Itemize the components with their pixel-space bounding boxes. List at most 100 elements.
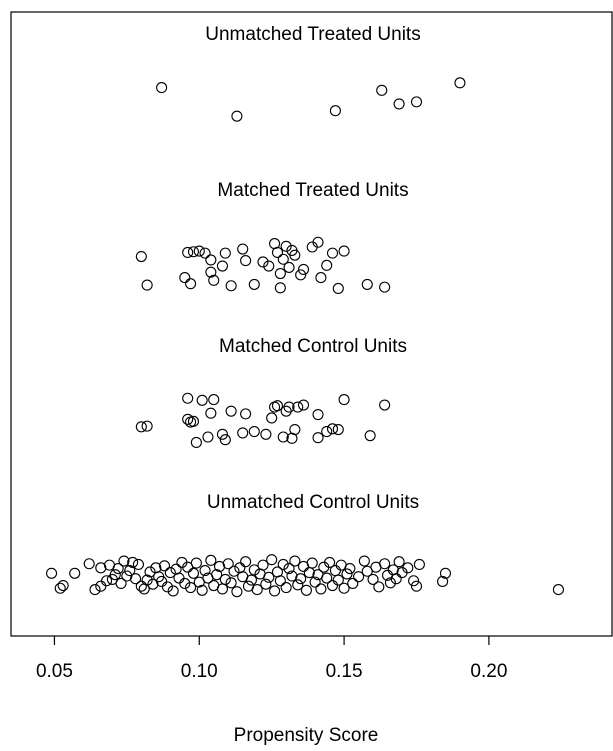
data-point <box>199 565 211 577</box>
data-point <box>135 421 147 433</box>
data-point <box>297 399 310 411</box>
data-point <box>193 245 205 257</box>
data-point <box>205 554 217 566</box>
data-point <box>222 558 234 570</box>
data-point <box>240 556 252 568</box>
data-point <box>187 415 200 427</box>
data-point <box>326 423 339 435</box>
data-point <box>271 400 284 412</box>
data-point <box>338 582 350 594</box>
data-point <box>413 558 425 570</box>
data-point <box>367 573 379 585</box>
data-point <box>274 282 286 294</box>
data-point <box>393 98 405 110</box>
data-point <box>306 557 318 569</box>
data-point <box>141 420 153 432</box>
data-point <box>277 253 289 265</box>
data-point <box>454 77 466 89</box>
data-point <box>57 579 69 592</box>
data-point <box>127 556 139 568</box>
data-point <box>190 557 202 569</box>
data-point <box>379 558 391 570</box>
data-point <box>289 249 301 261</box>
data-point <box>271 246 284 258</box>
data-point <box>141 279 153 291</box>
data-point <box>187 567 200 579</box>
group-title: Unmatched Control Units <box>207 492 419 513</box>
data-point <box>179 577 191 590</box>
data-point <box>69 567 81 579</box>
data-point <box>292 401 304 413</box>
data-point <box>329 105 341 117</box>
data-point <box>266 412 278 424</box>
data-point <box>129 573 142 585</box>
data-point <box>132 558 144 570</box>
data-point <box>393 556 405 568</box>
data-point <box>358 555 370 567</box>
data-point <box>295 269 307 281</box>
data-point <box>89 584 101 596</box>
data-point <box>248 426 260 438</box>
data-point <box>277 558 289 570</box>
data-point <box>156 82 168 94</box>
data-point <box>179 272 191 284</box>
data-point <box>240 255 252 267</box>
group-1: Matched Treated Units <box>135 180 409 295</box>
data-point <box>274 267 286 280</box>
data-point <box>326 579 339 592</box>
data-point <box>231 110 243 122</box>
data-point <box>205 254 217 266</box>
data-point <box>347 577 359 590</box>
data-point <box>439 567 452 579</box>
data-point <box>552 584 564 596</box>
data-point <box>173 572 185 584</box>
data-point <box>283 401 295 413</box>
data-point <box>185 278 197 290</box>
data-point <box>260 428 272 440</box>
group-2: Matched Control Units <box>135 336 407 448</box>
data-point <box>260 578 272 590</box>
data-point <box>321 572 333 584</box>
data-point <box>300 584 312 596</box>
data-point <box>225 405 237 417</box>
data-point <box>332 574 344 586</box>
data-point <box>202 431 214 443</box>
data-point <box>297 263 310 275</box>
data-point <box>390 573 402 585</box>
data-point <box>231 586 243 598</box>
data-point <box>248 564 260 576</box>
x-tick-label: 0.05 <box>36 661 73 682</box>
group-0: Unmatched Treated Units <box>156 24 466 122</box>
data-point <box>326 247 339 259</box>
x-tick-label: 0.15 <box>326 661 363 682</box>
data-point <box>338 394 350 406</box>
data-point <box>225 577 237 589</box>
group-title: Matched Control Units <box>219 336 407 357</box>
data-point <box>312 236 324 248</box>
data-point <box>135 250 147 263</box>
data-point <box>332 282 344 295</box>
data-point <box>124 565 136 577</box>
data-point <box>237 243 249 255</box>
data-point <box>410 96 423 108</box>
group-layer: Unmatched Treated Units Matched Treated U… <box>45 24 564 598</box>
data-point <box>338 245 350 257</box>
x-axis-title: Propensity Score <box>234 725 379 746</box>
data-point <box>408 575 420 587</box>
data-point <box>437 575 449 587</box>
data-point <box>112 562 124 575</box>
data-point <box>161 581 173 593</box>
data-point <box>118 555 130 567</box>
data-point <box>182 392 194 404</box>
data-point <box>225 280 237 292</box>
data-point <box>205 407 217 419</box>
data-point <box>211 569 223 581</box>
data-point <box>219 247 231 259</box>
data-point <box>283 562 295 575</box>
data-point <box>190 436 202 448</box>
data-point <box>199 247 211 259</box>
data-point <box>205 266 217 278</box>
data-point <box>379 281 391 293</box>
data-point <box>109 569 121 581</box>
